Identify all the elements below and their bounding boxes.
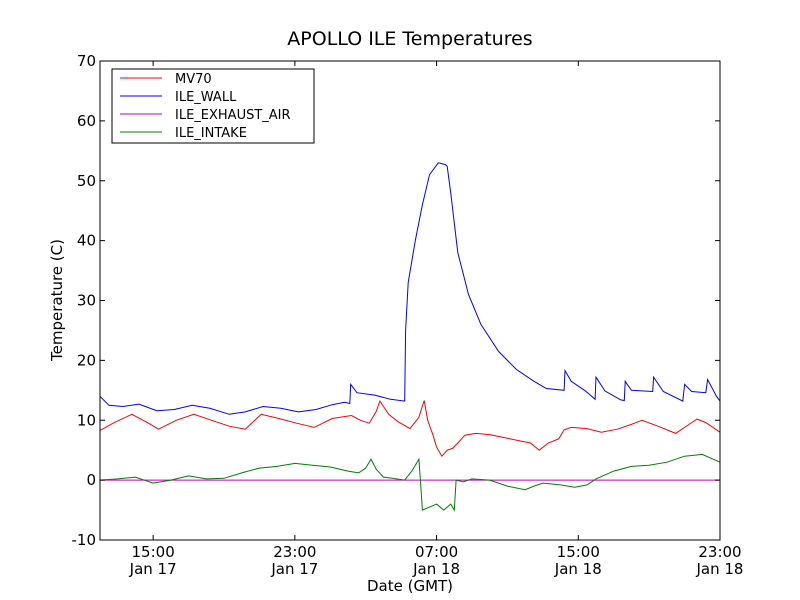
x-axis-label: Date (GMT) [367,577,453,595]
x-tick-label-time: 07:00 [415,543,458,561]
y-tick-label: 10 [77,411,96,429]
x-tick-label-date: Jan 18 [412,560,460,578]
y-tick-label: 70 [77,52,96,70]
plot-lines [99,162,721,512]
x-tick-label-time: 23:00 [698,543,741,561]
y-tick-label: 60 [77,112,96,130]
series-line-ile-wall [99,162,721,415]
y-axis-label: Temperature (C) [48,239,66,362]
y-tick-label: -10 [72,531,97,549]
y-axis-ticks: -10 0 10 20 30 40 50 60 70 [72,52,720,549]
y-tick-label: 0 [86,471,96,489]
legend-label: ILE_EXHAUST_AIR [175,108,291,123]
legend-label: MV70 [175,72,212,87]
chart-title: APOLLO ILE Temperatures [287,28,532,50]
legend-label: ILE_INTAKE [175,126,247,141]
legend-frame [111,68,315,144]
y-tick-label: 40 [77,232,96,250]
legend: MV70 ILE_WALL ILE_EXHAUST_AIR ILE_INTAKE [111,68,315,144]
x-tick-label-time: 15:00 [132,543,175,561]
x-tick-label-date: Jan 17 [129,560,177,578]
x-tick-label-date: Jan 18 [554,560,602,578]
legend-label: ILE_WALL [175,90,237,105]
x-tick-label-time: 15:00 [557,543,600,561]
x-tick-label-date: Jan 17 [270,560,318,578]
y-tick-label: 50 [77,172,96,190]
y-tick-label: 30 [77,292,96,310]
series-line-mv70 [99,399,721,458]
x-tick-label-date: Jan 18 [696,560,744,578]
x-tick-label-time: 23:00 [273,543,316,561]
series-line-ile-intake [99,453,721,512]
y-tick-label: 20 [77,351,96,369]
